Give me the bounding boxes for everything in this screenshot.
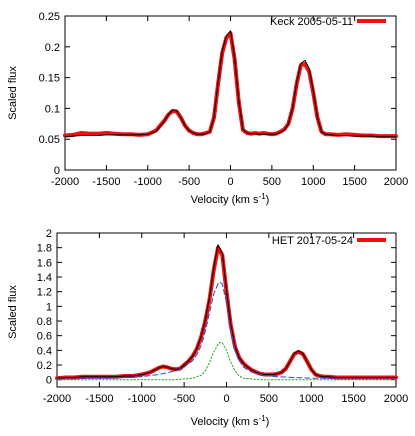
y-tick-label: 0.1 xyxy=(45,103,60,115)
y-tick-label: 0.4 xyxy=(37,345,52,357)
x-tick-label: 2000 xyxy=(384,393,408,405)
x-tick-label: 1500 xyxy=(341,393,365,405)
y-tick-label: 2 xyxy=(46,228,52,240)
legend: HET 2017-05-24 xyxy=(272,235,386,247)
x-tick-label: -500 xyxy=(173,393,195,405)
x-tick-label: -1000 xyxy=(128,393,156,405)
y-tick-label: 1.2 xyxy=(37,287,52,299)
x-tick-label: -500 xyxy=(178,176,200,188)
y-tick-label: 0.15 xyxy=(39,73,60,85)
legend-label: Keck 2005-05-11 xyxy=(270,16,353,28)
x-tick-label: 0 xyxy=(227,176,233,188)
series-group xyxy=(55,244,398,381)
y-tick-label: 1.8 xyxy=(37,243,52,255)
x-axis-label: Velocity (km s-1) xyxy=(191,192,270,206)
legend-label: HET 2017-05-24 xyxy=(272,235,353,247)
chart-bottom: 0 0.2 0.4 0.6 0.8 1 1.2 1.4 1.6 1.8 2 -2000 -1500 -1… xyxy=(7,228,408,428)
series-line-thin xyxy=(64,30,397,138)
y-tick-label: 0.8 xyxy=(37,316,52,328)
series-line-dotted xyxy=(56,341,397,381)
y-tick-label: 1 xyxy=(46,301,52,313)
y-tick-label: 1.4 xyxy=(37,272,52,284)
plot-frame xyxy=(56,232,397,388)
x-tick-label: -1500 xyxy=(85,393,113,405)
y-tick-label: 0 xyxy=(54,165,60,177)
x-tick-labels: -2000 -1500 -1000 -500 0 500 1000 1500 2000 xyxy=(51,176,408,188)
y-tick-label: 0 xyxy=(46,375,52,387)
y-tick-label: 0.6 xyxy=(37,331,52,343)
x-tick-label: 1500 xyxy=(342,176,366,188)
y-tick-labels: 0 0.2 0.4 0.6 0.8 1 1.2 1.4 1.6 1.8 2 xyxy=(37,228,52,387)
series-line-observed xyxy=(55,245,398,381)
x-tick-labels: -2000 -1500 -1000 -500 0 500 1000 1500 2000 xyxy=(43,393,408,405)
x-tick-label: 500 xyxy=(260,393,278,405)
y-tick-label: 0.2 xyxy=(45,42,60,54)
x-axis-label: Velocity (km s-1) xyxy=(191,414,270,428)
legend: Keck 2005-05-11 xyxy=(270,16,386,28)
y-tick-label: 0.05 xyxy=(39,134,60,146)
series-group xyxy=(63,30,398,139)
x-tick-label: -1500 xyxy=(92,176,120,188)
series-line-dashed xyxy=(56,281,397,380)
x-tick-label: -2000 xyxy=(43,393,71,405)
series-line-thin xyxy=(56,244,397,379)
y-tick-label: 0.25 xyxy=(39,11,60,23)
series-line-observed xyxy=(63,31,398,139)
x-tick-label: -1000 xyxy=(134,176,162,188)
x-tick-label: 500 xyxy=(263,176,281,188)
x-tick-label: -2000 xyxy=(51,176,79,188)
x-tick-label: 0 xyxy=(223,393,229,405)
x-tick-label: 1000 xyxy=(299,393,323,405)
y-axis-label: Scaled flux xyxy=(7,66,19,120)
chart-top: 0 0.05 0.1 0.15 0.2 0.25 -2000 -1500 -1000 -500 0… xyxy=(7,11,408,206)
y-axis-label: Scaled flux xyxy=(7,285,19,339)
x-tick-label: 2000 xyxy=(384,176,408,188)
y-tick-labels: 0 0.05 0.1 0.15 0.2 0.25 xyxy=(39,11,60,177)
x-tick-label: 1000 xyxy=(301,176,325,188)
y-tick-label: 1.6 xyxy=(37,257,52,269)
y-tick-label: 0.2 xyxy=(37,360,52,372)
